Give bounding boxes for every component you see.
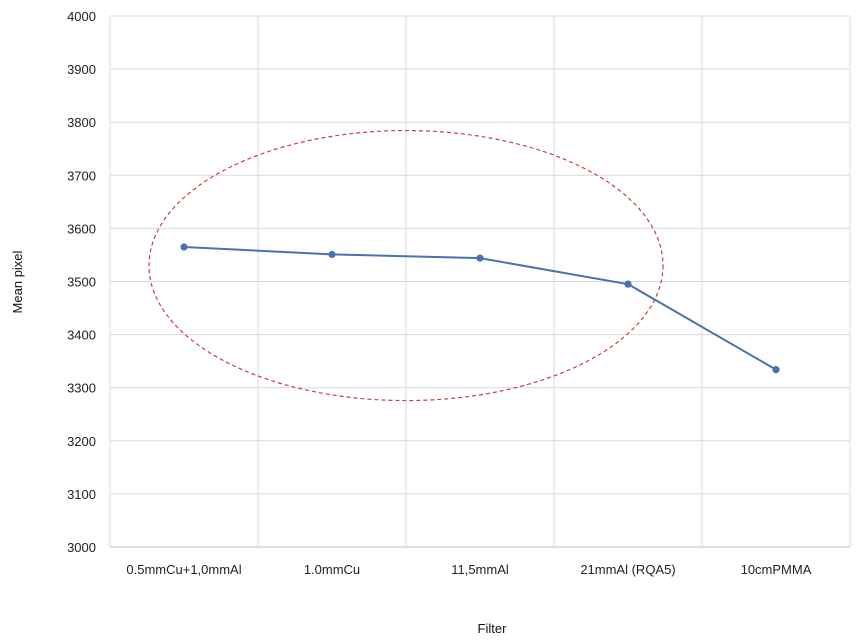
data-point [624, 280, 632, 288]
x-tick-label: 0.5mmCu+1,0mmAl [126, 562, 241, 577]
highlight-ellipse [148, 129, 664, 402]
series-line [183, 245, 777, 371]
y-tick-label: 3000 [67, 540, 96, 555]
x-tick-label: 1.0mmCu [304, 562, 360, 577]
data-point [476, 254, 484, 262]
y-tick-label: 3200 [67, 434, 96, 449]
x-tick-labels: 0.5mmCu+1,0mmAl 1.0mmCu 11,5mmAl 21mmAl (RQ… [126, 562, 811, 577]
y-tick-label: 3900 [67, 62, 96, 77]
y-axis-label: Mean pixel [10, 250, 25, 313]
x-tick-label: 11,5mmAl [451, 562, 509, 577]
y-tick-label: 3300 [67, 381, 96, 396]
y-tick-label: 3500 [67, 275, 96, 290]
data-point [772, 366, 780, 374]
data-point [180, 243, 188, 251]
y-tick-labels: 3000 3100 3200 3300 3400 3500 3600 3700 3800 3900… [67, 9, 96, 555]
x-tick-label: 21mmAl (RQA5) [580, 562, 675, 577]
data-point [328, 250, 336, 259]
annotation-layer [148, 129, 664, 402]
y-tick-label: 3800 [67, 115, 96, 130]
series-layer [180, 243, 780, 374]
y-tick-label: 3400 [67, 328, 96, 343]
y-tick-label: 4000 [67, 9, 96, 24]
x-axis-label: Filter [478, 621, 508, 636]
x-tick-label: 10cmPMMA [741, 562, 812, 577]
y-tick-label: 3700 [67, 168, 96, 183]
y-tick-label: 3100 [67, 487, 96, 502]
grid-lines [109, 15, 851, 548]
y-tick-label: 3600 [67, 221, 96, 236]
